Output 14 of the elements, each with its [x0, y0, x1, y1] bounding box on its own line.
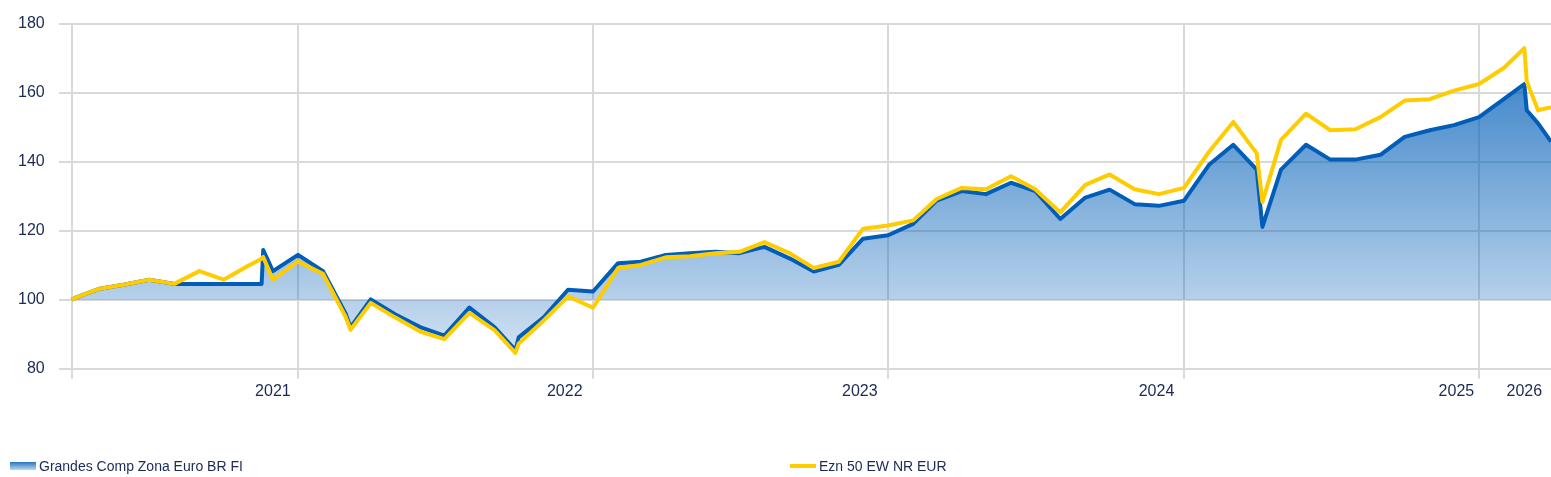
x-tick-label: 2024 [1138, 381, 1175, 399]
x-tick-label: 2026 [1506, 381, 1543, 399]
x-tick-label: 2022 [546, 381, 583, 399]
x-tick-label: 2025 [1438, 381, 1475, 399]
legend-label: Ezn 50 EW NR EUR [819, 458, 947, 474]
y-tick-label: 160 [17, 83, 45, 101]
y-tick-label: 120 [17, 221, 45, 239]
legend-label: Grandes Comp Zona Euro BR FI [39, 458, 243, 474]
x-tick-label: 2023 [842, 381, 878, 399]
y-tick-label: 140 [17, 152, 45, 170]
x-tick-label: 2021 [255, 381, 291, 399]
y-tick-label: 100 [17, 290, 45, 308]
y-tick-label: 180 [17, 14, 45, 32]
y-tick-label: 80 [26, 359, 45, 377]
